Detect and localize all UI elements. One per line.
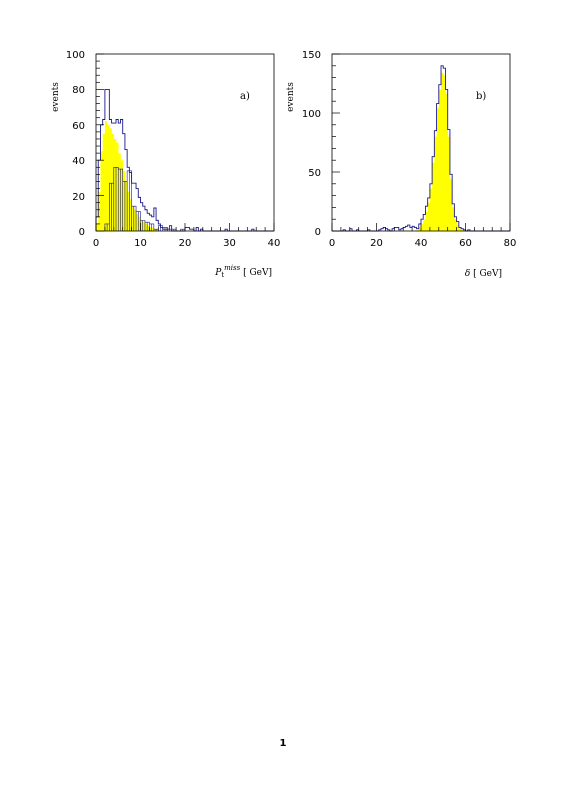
y-axis-label-b: events [286,82,296,112]
histogram-bin-filled [138,216,141,231]
x-axis-label-sup: miss [224,264,240,272]
histogram-bin-filled [107,124,110,231]
histogram-bin-filled [151,227,155,231]
x-tick-label: 20 [370,238,383,249]
histogram-bin-filled [456,225,460,231]
histogram-bin-filled [153,229,157,231]
x-tick-label: 60 [459,238,472,249]
y-tick-label: 0 [315,227,321,238]
histogram-bin-filled [113,138,117,231]
histogram-bin-filled [129,199,132,231]
y-tick-label: 60 [72,121,85,132]
x-tick-label: 10 [134,238,147,249]
histogram-bin-filled [441,72,444,231]
histogram-bin-filled [445,94,448,232]
y-tick-labels-b: 0 50 100 150 [302,50,321,238]
histogram-inner-outline [104,166,186,231]
x-tick-label: 20 [179,238,192,249]
histogram-bin-filled [423,219,426,231]
histogram-panel-b: 0 20 40 60 80 0 50 100 150 events b) δ [… [286,50,516,279]
histogram-bin-filled [116,142,119,231]
histogram-bin-filled [131,206,135,231]
x-axis-label-unit: [ GeV] [240,268,272,278]
x-tick-label: 40 [268,238,281,249]
histogram-bin-filled [142,222,146,231]
y-tick-label: 150 [302,50,321,61]
histogram-bin-filled [118,153,121,231]
histogram-a-bars [95,88,274,232]
histogram-bin-filled [449,179,453,231]
histogram-bin-filled [418,227,422,231]
histogram-bin-filled [452,207,455,231]
y-tick-label: 40 [72,156,85,167]
y-tick-label: 20 [72,192,85,203]
x-tick-label: 0 [93,238,99,249]
histogram-bin-filled [443,75,446,232]
histogram-bin-filled [421,223,424,231]
y-tick-label: 80 [72,85,85,96]
histogram-bin-filled [133,209,137,231]
panel-label-a: a) [240,91,250,102]
histogram-bin-filled [149,227,152,231]
histogram-bin-filled [458,228,462,231]
x-tick-label: 40 [415,238,428,249]
histogram-bin-filled [140,220,144,231]
histogram-bin-filled [144,223,148,231]
y-tick-label: 100 [66,50,85,61]
x-tick-label: 0 [329,238,335,249]
histogram-bin-filled [454,219,457,231]
histogram-bin-filled [96,223,99,231]
histogram-bin-filled [98,192,101,231]
histogram-bin-filled [447,136,451,231]
y-tick-label: 50 [308,168,321,179]
histogram-bin-filled [102,133,106,231]
histogram-bin-filled [109,128,112,231]
histogram-panel-a: 0 10 20 30 40 0 20 40 60 80 100 events a… [51,50,280,279]
x-tick-label: 30 [223,238,236,249]
page-number: 1 [279,738,287,749]
histogram-bin-filled [436,108,440,231]
histogram-bin-filled [136,213,139,231]
histogram-bin-filled [427,202,431,231]
histogram-bin-filled [432,162,435,231]
histogram-bin-filled [425,212,428,231]
histogram-bin-filled [124,181,128,231]
x-tick-labels-a: 0 10 20 30 40 [93,238,281,249]
histogram-bin-filled [120,160,123,231]
histogram-bin-filled [100,151,103,231]
histogram-bin-filled [127,192,130,231]
x-axis-label-unit: [ GeV] [470,269,502,279]
x-axis-label-main: P [214,268,222,278]
histogram-bin-filled [429,188,433,231]
x-axis-label-b: δ [ GeV] [465,269,502,279]
x-tick-labels-b: 0 20 40 60 80 [329,238,517,249]
y-tick-label: 100 [302,109,321,120]
x-tick-label: 80 [504,238,517,249]
histogram-bin-filled [104,121,108,231]
y-tick-labels-a: 0 20 40 60 80 100 [66,50,85,238]
histogram-bin-filled [438,89,442,232]
histogram-bin-filled [461,229,464,231]
y-tick-label: 0 [79,227,85,238]
x-axis-label-sub: t [221,271,224,279]
histogram-bin-filled [147,225,150,231]
histogram-bin-filled [416,229,420,231]
x-axis-label-main: δ [465,269,470,279]
histogram-bin-filled [434,136,437,231]
histogram-bin-filled [156,229,159,231]
plot-frame-b [331,53,511,232]
panel-label-b: b) [476,91,486,102]
histogram-bin-filled [111,133,115,231]
axis-ticks-a [95,53,275,232]
axis-ticks-b [331,53,511,232]
y-axis-label-a: events [51,82,61,112]
x-axis-label-a: Ptmiss [ GeV] [214,264,272,279]
histogram-bin-filled [122,170,126,231]
